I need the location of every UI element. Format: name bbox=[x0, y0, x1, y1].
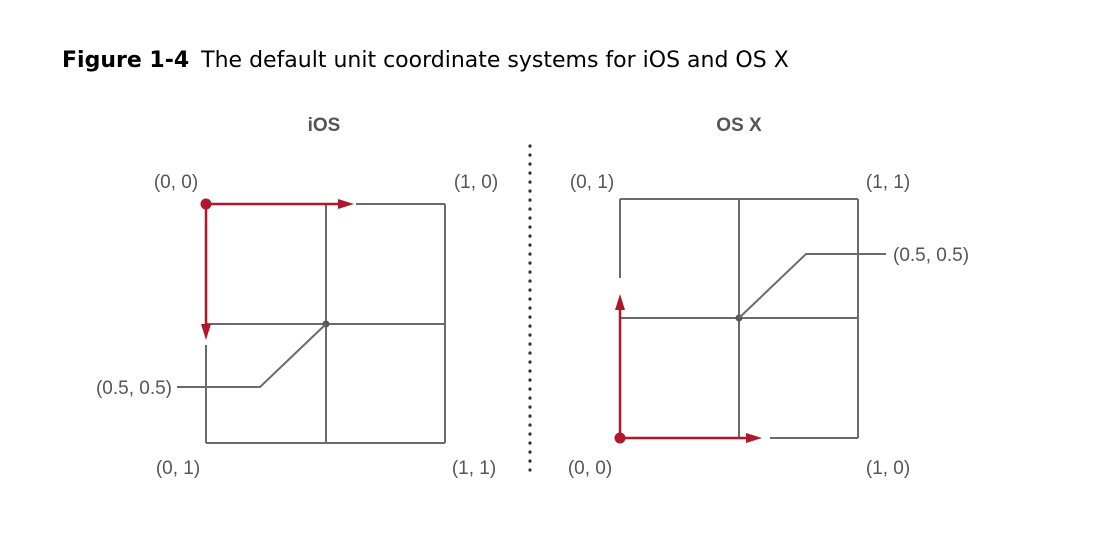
osx-center-leader bbox=[738, 253, 886, 319]
ios-axes bbox=[200, 198, 354, 340]
ios-label-top-right: (1, 0) bbox=[454, 172, 498, 193]
osx-x-axis-arrowhead bbox=[746, 433, 762, 443]
ios-y-axis-arrowhead bbox=[201, 324, 211, 340]
ios-label-center: (0.5, 0.5) bbox=[96, 378, 172, 399]
osx-label-bottom-left: (0, 0) bbox=[568, 458, 612, 479]
ios-x-axis-arrowhead bbox=[338, 199, 354, 209]
ios-center-leader bbox=[177, 323, 327, 388]
ios-origin-dot bbox=[200, 198, 212, 210]
ios-panel: iOS (0, 0) (1, 0) bbox=[96, 115, 498, 479]
osx-label-center: (0.5, 0.5) bbox=[893, 245, 969, 266]
figure-label: Figure 1-4 bbox=[62, 48, 190, 73]
osx-y-axis-arrowhead bbox=[615, 294, 625, 310]
ios-label-top-left: (0, 0) bbox=[154, 172, 198, 193]
ios-title: iOS bbox=[308, 115, 341, 136]
osx-panel: OS X (0, 1) (1, 1) bbox=[568, 115, 969, 479]
ios-label-bottom-left: (0, 1) bbox=[156, 458, 200, 479]
figure-title: The default unit coordinate systems for … bbox=[201, 48, 789, 73]
osx-title: OS X bbox=[716, 115, 762, 136]
osx-label-top-left: (0, 1) bbox=[570, 172, 614, 193]
osx-origin-dot bbox=[614, 432, 626, 444]
figure-caption: Figure 1-4 The default unit coordinate sy… bbox=[62, 48, 789, 73]
osx-label-bottom-right: (1, 0) bbox=[866, 458, 910, 479]
osx-label-top-right: (1, 1) bbox=[866, 172, 910, 193]
ios-label-bottom-right: (1, 1) bbox=[452, 458, 496, 479]
osx-axes bbox=[614, 294, 762, 444]
